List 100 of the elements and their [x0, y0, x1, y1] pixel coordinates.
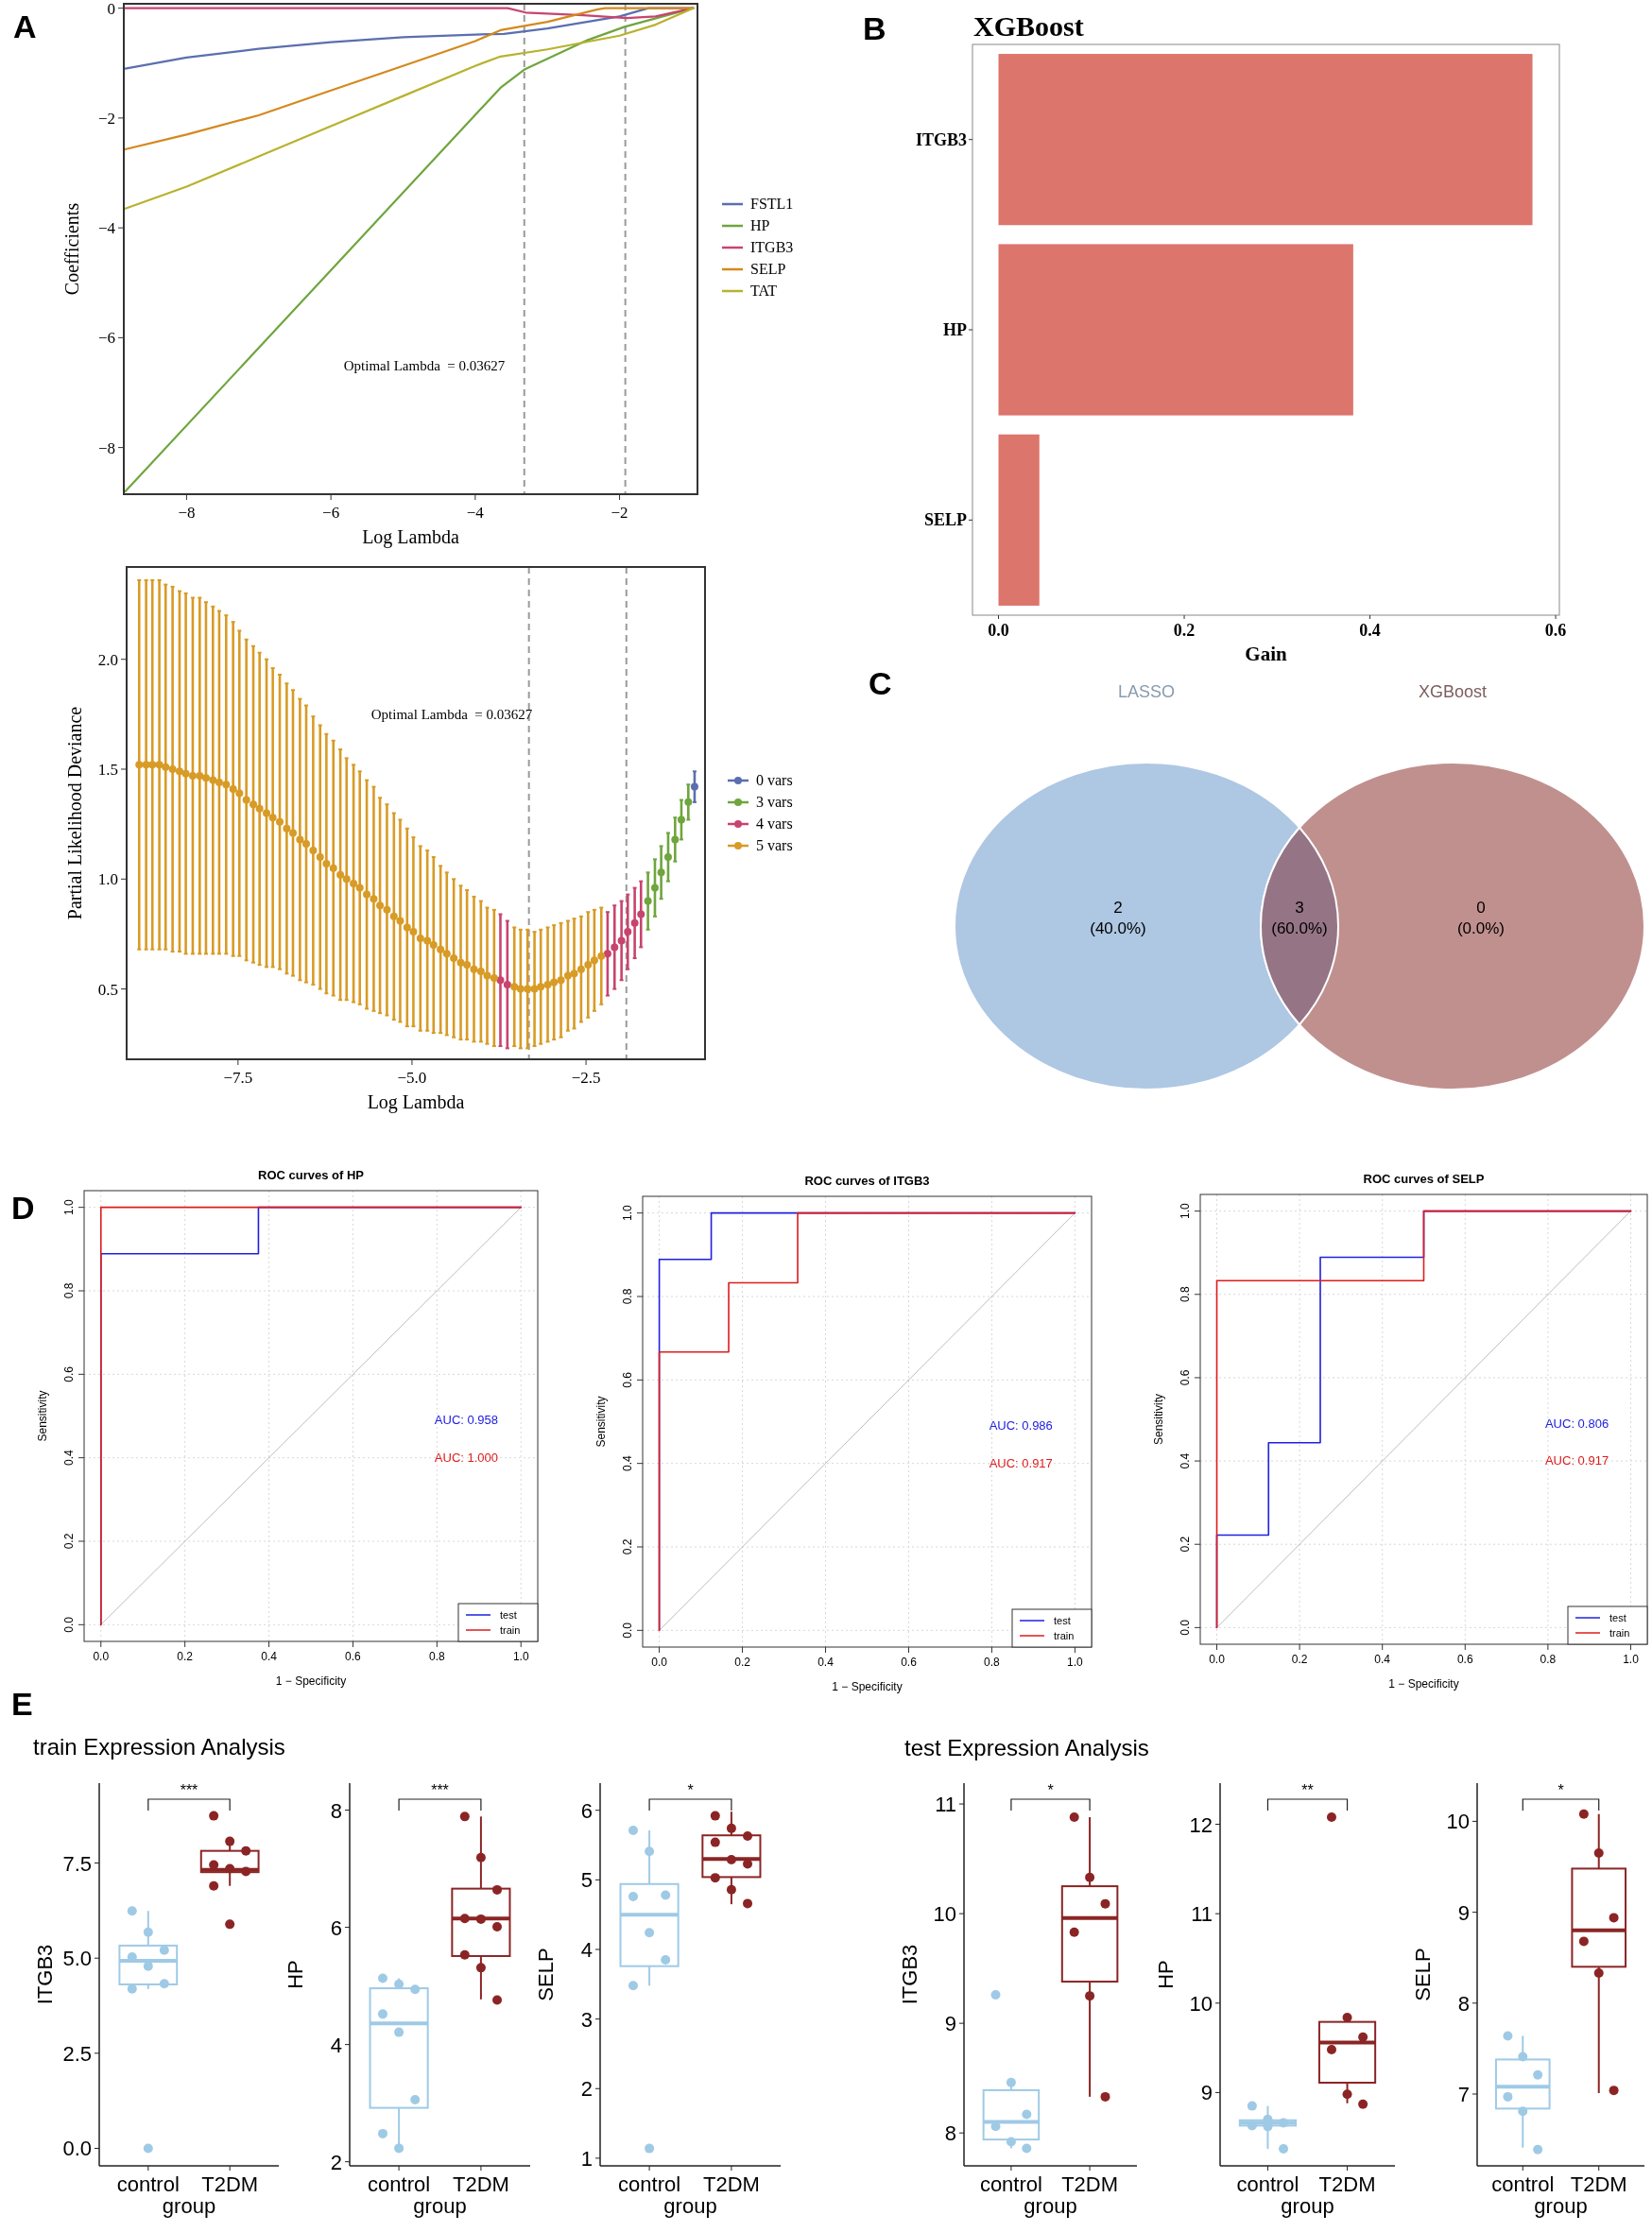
annotation: AUC: 0.958: [434, 1413, 499, 1428]
legend-label: train: [1609, 1627, 1630, 1639]
x-tick-label: 0.8: [428, 1650, 445, 1663]
annotation: *: [1557, 1782, 1564, 1798]
y-tick-label: 0.6: [621, 1371, 634, 1388]
x-tick-label: −4: [466, 504, 485, 522]
y-tick-label: 0.4: [1179, 1452, 1192, 1469]
x-tick-label: 0.4: [261, 1650, 278, 1663]
y-tick-label: 1.5: [97, 760, 118, 779]
y-tick-label: 0.0: [621, 1622, 634, 1639]
y-tick-label: 10: [1189, 1991, 1213, 2016]
annotation: AUC: 0.986: [989, 1418, 1053, 1434]
y-tick-label: 0.5: [97, 980, 118, 999]
legend-label: train: [500, 1624, 521, 1636]
x-tick-label: control: [618, 2172, 681, 2196]
y-tick-label: 5: [580, 1868, 593, 1893]
x-axis-title: group: [162, 2194, 216, 2218]
legend-label: SELP: [750, 261, 786, 277]
x-axis-title: Gain: [1245, 643, 1287, 665]
y-axis-title: Sensitivity: [1152, 1393, 1165, 1446]
y-tick-label: HP: [943, 320, 967, 339]
y-axis-title: Coefficients: [61, 202, 82, 296]
category-label: XGBoost: [1418, 682, 1488, 701]
y-axis-title: Sensitivity: [594, 1396, 608, 1448]
x-tick-label: T2DM: [1318, 2172, 1376, 2196]
y-tick-label: 7.5: [62, 1851, 92, 1876]
y-tick-label: 3: [580, 2007, 593, 2032]
y-tick-label: 8: [944, 2121, 956, 2146]
annotation: AUC: 0.917: [1544, 1453, 1609, 1468]
y-tick-label: −6: [97, 329, 115, 348]
y-tick-label: 10: [1446, 1810, 1470, 1834]
text: B: [863, 10, 886, 46]
x-tick-label: 0.8: [984, 1656, 1001, 1669]
annotation: ***: [180, 1782, 198, 1798]
y-tick-label: 9: [1457, 1900, 1470, 1925]
x-axis-title: 1 − Specificity: [832, 1680, 903, 1693]
x-axis-title: group: [1534, 2194, 1588, 2218]
x-axis-title: 1 − Specificity: [275, 1674, 347, 1688]
legend-label: ITGB3: [750, 239, 794, 255]
y-tick-label: ITGB3: [915, 129, 967, 149]
y-tick-label: 7: [1457, 2083, 1470, 2106]
y-tick-label: 6: [330, 1915, 342, 1940]
y-tick-label: 1: [580, 2146, 593, 2171]
x-tick-label: 1.0: [1067, 1656, 1084, 1669]
x-tick-label: 0.0: [651, 1656, 668, 1669]
legend-label: 4 vars: [756, 816, 793, 832]
y-tick-label: 0.0: [1179, 1619, 1192, 1636]
legend-label: train: [1054, 1630, 1075, 1641]
text: A: [13, 9, 37, 44]
y-tick-label: 0.0: [62, 1616, 76, 1633]
x-tick-label: control: [1236, 2172, 1299, 2196]
x-axis-title: Log Lambda: [362, 526, 459, 548]
x-tick-label: T2DM: [1061, 2172, 1119, 2196]
category-label: LASSO: [1117, 682, 1176, 701]
y-tick-label: 0: [107, 0, 115, 18]
y-tick-label: 0.2: [1179, 1536, 1192, 1553]
y-tick-label: 0.8: [1179, 1286, 1192, 1303]
x-tick-label: 0.2: [734, 1656, 751, 1669]
chart-title: test Expression Analysis: [904, 1735, 1149, 1760]
legend-label: TAT: [750, 283, 778, 299]
y-tick-label: 0.6: [1179, 1369, 1192, 1386]
legend-label: FSTL1: [750, 196, 794, 212]
annotation: *: [1047, 1782, 1054, 1798]
y-tick-label: 0.4: [621, 1455, 634, 1472]
x-tick-label: 0.6: [345, 1650, 362, 1663]
y-tick-label: 6: [580, 1798, 593, 1823]
y-tick-label: −2: [97, 109, 115, 128]
y-tick-label: 0.4: [62, 1450, 76, 1467]
y-tick-label: 2: [330, 2150, 342, 2174]
x-tick-label: −7.5: [223, 1069, 253, 1087]
x-tick-label: −5.0: [397, 1069, 427, 1087]
y-tick-label: 1.0: [62, 1199, 76, 1216]
x-tick-label: T2DM: [702, 2172, 760, 2196]
x-tick-label: 0.2: [1291, 1653, 1308, 1666]
data-label: 0 (0.0%): [1456, 899, 1506, 937]
x-tick-label: 0.0: [988, 621, 1009, 640]
x-tick-label: −8: [178, 504, 196, 522]
x-tick-label: 0.6: [901, 1656, 918, 1669]
x-tick-label: control: [368, 2172, 431, 2196]
y-tick-label: 12: [1189, 1812, 1213, 1837]
x-axis-title: group: [413, 2194, 467, 2218]
y-tick-label: 0.2: [621, 1538, 634, 1555]
text: C: [869, 665, 892, 701]
x-tick-label: 0.8: [1540, 1653, 1557, 1666]
y-tick-label: 11: [1191, 1902, 1213, 1927]
y-tick-label: 10: [933, 1902, 956, 1927]
text: D: [11, 1190, 35, 1226]
y-tick-label: 2.5: [62, 2041, 92, 2066]
y-tick-label: 0.2: [62, 1533, 76, 1550]
x-tick-label: 0.4: [817, 1656, 835, 1669]
legend-label: HP: [750, 217, 770, 233]
chart-title: train Expression Analysis: [33, 1734, 285, 1760]
x-tick-label: control: [116, 2172, 180, 2196]
chart-title: ROC curves of SELP: [1363, 1172, 1485, 1186]
y-axis-title: SELP: [534, 1948, 558, 2001]
legend-label: 5 vars: [756, 837, 793, 853]
x-axis-title: 1 − Specificity: [1388, 1677, 1459, 1691]
y-tick-label: 1.0: [1179, 1202, 1192, 1219]
y-tick-label: 4: [330, 2033, 342, 2057]
y-axis-title: HP: [284, 1960, 307, 1989]
